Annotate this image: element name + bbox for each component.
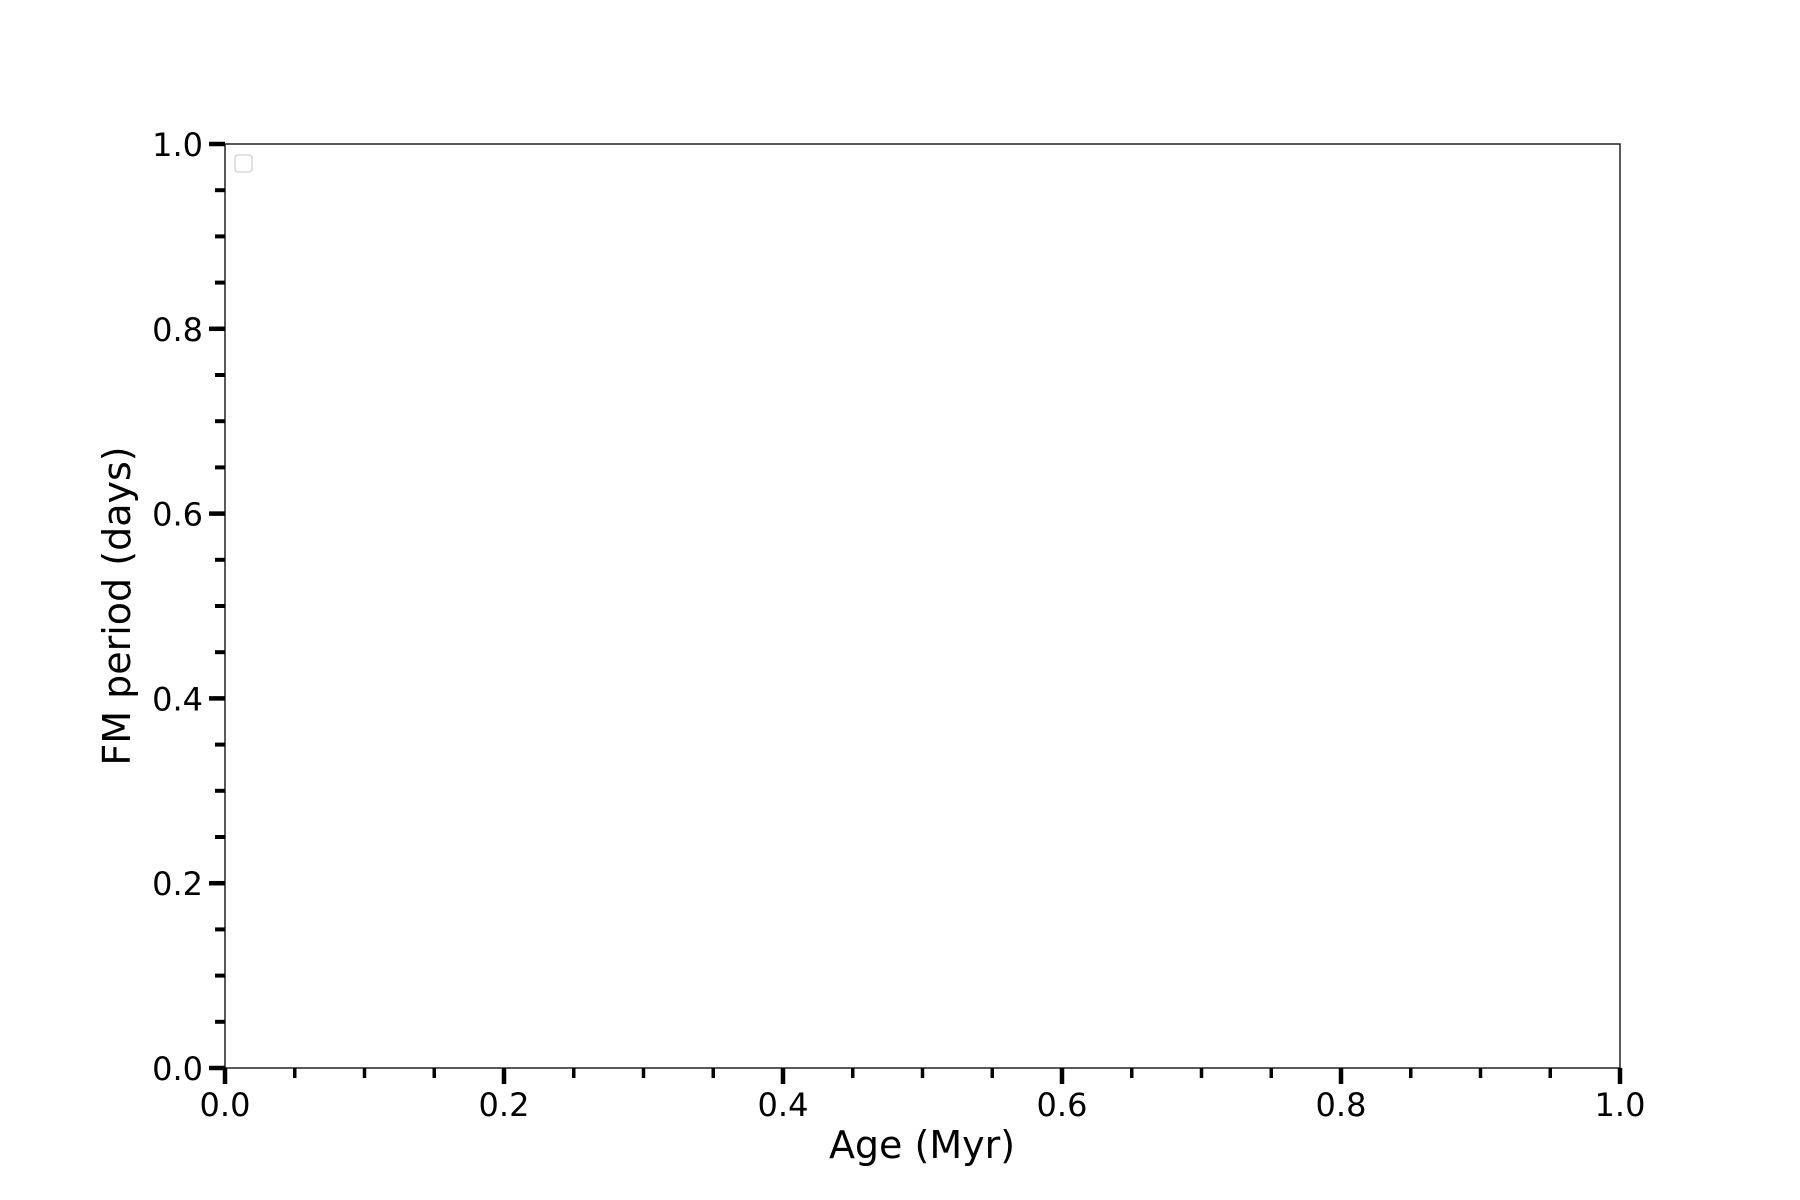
y-tick-label: 0.2	[152, 865, 203, 903]
legend-box	[234, 154, 253, 173]
x-tick-label: 0.4	[758, 1086, 809, 1124]
tick-labels: 0.0 0.2 0.4 0.6 0.8 1.0 0.0 0.2 0.4 0.6 0.8 1.0	[152, 126, 1645, 1124]
x-tick-label: 0.0	[200, 1086, 251, 1124]
x-tick-label: 1.0	[1595, 1086, 1646, 1124]
x-tick-label: 0.6	[1037, 1086, 1088, 1124]
y-tick-label: 0.6	[152, 496, 203, 534]
x-tick-label: 0.8	[1316, 1086, 1367, 1124]
y-tick-label: 0.0	[152, 1050, 203, 1088]
x-axis-label: Age (Myr)	[829, 1123, 1015, 1167]
y-tick-label: 0.4	[152, 680, 203, 718]
y-tick-label: 0.8	[152, 311, 203, 349]
y-axis-label: FM period (days)	[95, 446, 139, 765]
plot-area-frame	[224, 143, 1621, 1069]
x-tick-label: 0.2	[479, 1086, 530, 1124]
tick-marks	[209, 141, 1623, 1084]
y-tick-label: 1.0	[152, 126, 203, 164]
